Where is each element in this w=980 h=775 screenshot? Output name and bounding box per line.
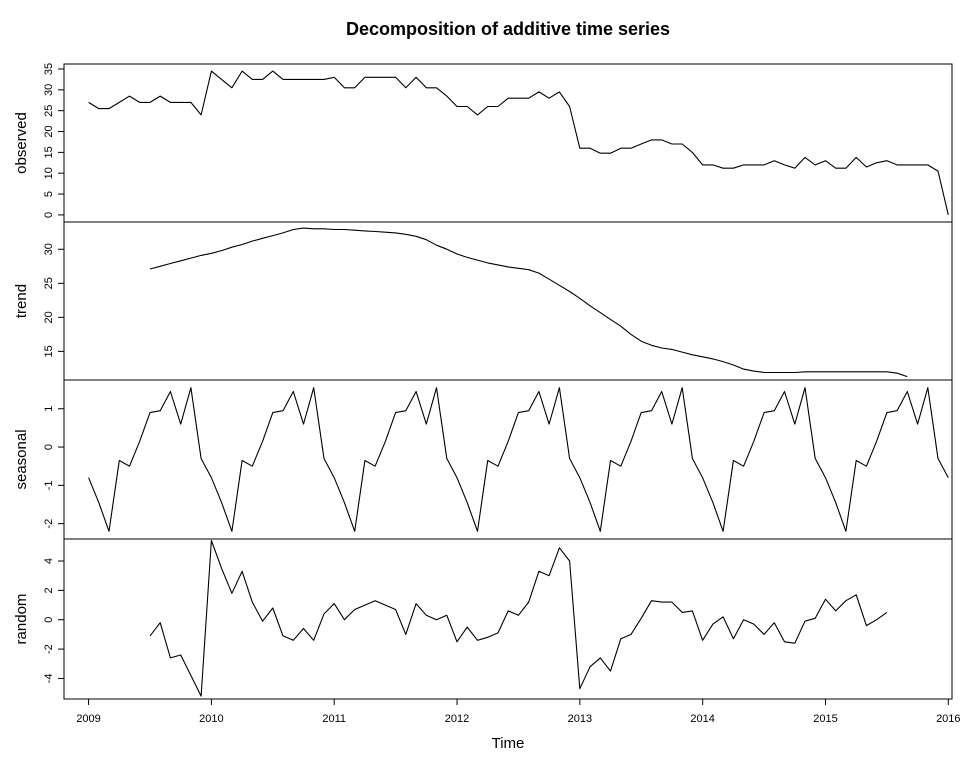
panel-frame — [63, 379, 953, 540]
x-tick-label: 2015 — [813, 713, 837, 725]
y-tick-label: 1 — [43, 406, 55, 412]
y-axis-label-observed: observed — [13, 112, 30, 174]
panel-observed: 0 5 10 15 20 25 30 35 observed — [13, 63, 953, 223]
series-line-seasonal — [88, 387, 949, 532]
y-tick-label: 15 — [43, 345, 55, 357]
x-tick-label: 2013 — [568, 713, 592, 725]
x-axis: 2009 2010 2011 2012 2013 2014 2015 2016 — [76, 699, 961, 725]
y-tick-label: 30 — [43, 84, 55, 96]
panel-trend: 15 20 25 30 trend — [13, 221, 953, 381]
y-tick-label: 15 — [43, 146, 55, 158]
y-tick-label: 30 — [43, 243, 55, 255]
y-tick-label: 10 — [43, 167, 55, 179]
y-tick-label: -2 — [43, 644, 55, 654]
y-tick-label: -2 — [43, 519, 55, 529]
x-axis-label: Time — [492, 735, 525, 752]
y-tick-label: 4 — [43, 558, 55, 564]
y-tick-label: 20 — [43, 311, 55, 323]
y-tick-label: 2 — [43, 587, 55, 593]
y-tick-label: -1 — [43, 480, 55, 490]
y-tick-label: 0 — [43, 617, 55, 623]
panel-seasonal: -2 -1 0 1 seasonal — [13, 379, 953, 540]
panel-frame — [63, 221, 953, 381]
series-line-observed — [88, 70, 949, 216]
series-line-trend — [149, 227, 908, 378]
x-tick-label: 2014 — [690, 713, 714, 725]
y-tick-label: 0 — [43, 444, 55, 450]
y-axis-label-trend: trend — [13, 284, 30, 318]
panel-frame — [63, 63, 953, 223]
chart-title: Decomposition of additive time series — [346, 19, 670, 39]
y-axis-label-random: random — [13, 594, 30, 645]
y-tick-label: 25 — [43, 277, 55, 289]
y-tick-label: 25 — [43, 105, 55, 117]
series-line-random — [149, 539, 888, 697]
x-tick-label: 2016 — [936, 713, 960, 725]
panel-random: -4 -2 0 2 4 random — [13, 538, 953, 700]
x-tick-label: 2011 — [322, 713, 346, 725]
y-tick-label: 35 — [43, 63, 55, 75]
y-tick-label: -4 — [43, 674, 55, 684]
x-tick-label: 2009 — [76, 713, 100, 725]
x-tick-label: 2012 — [445, 713, 469, 725]
y-tick-label: 5 — [43, 191, 55, 197]
panel-frame — [63, 538, 953, 700]
panels: 05101520253035observed15202530trend-2-10… — [13, 63, 953, 700]
y-tick-label: 0 — [43, 212, 55, 218]
y-axis-label-seasonal: seasonal — [13, 429, 30, 489]
x-tick-label: 2010 — [199, 713, 223, 725]
y-tick-label: 20 — [43, 125, 55, 137]
